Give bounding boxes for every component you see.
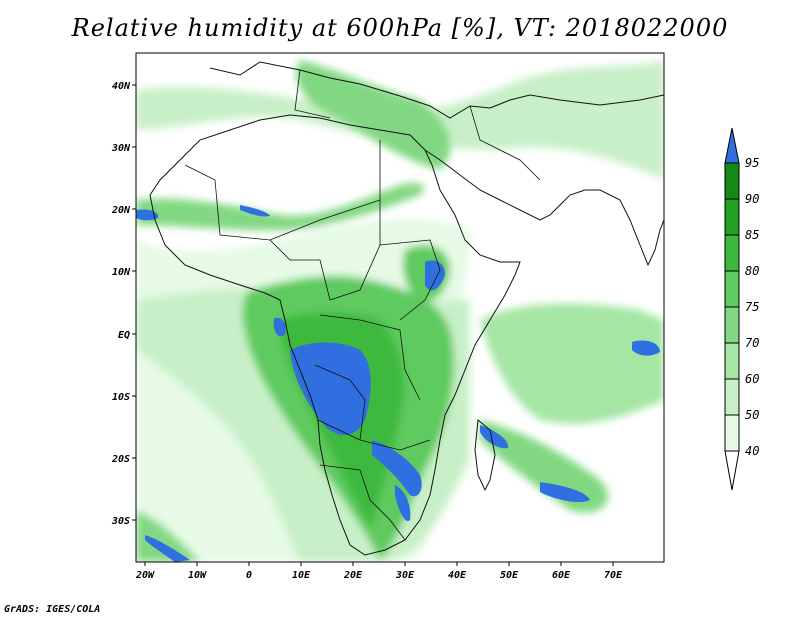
- humidity-field: [136, 53, 664, 562]
- colorbar-bottom-arrow: [724, 450, 740, 491]
- lon-label: 50E: [500, 570, 519, 581]
- lon-label: 30E: [395, 570, 415, 581]
- chart-title: Relative humidity at 600hPa [%], VT: 201…: [71, 14, 729, 42]
- country-borders: [184, 69, 541, 541]
- colorbar-label: 50: [745, 408, 759, 422]
- coastlines: [149, 61, 664, 556]
- colorbar-label: 95: [745, 156, 759, 170]
- lat-label: 30N: [111, 143, 131, 154]
- colorbar-label: 70: [745, 336, 759, 350]
- colorbar-label: 40: [745, 444, 759, 458]
- colorbar-label: 60: [745, 372, 759, 386]
- lat-label: 10N: [112, 267, 131, 278]
- lon-label: 20E: [343, 570, 363, 581]
- lat-label: 40N: [112, 81, 131, 92]
- lon-label: 10E: [292, 570, 311, 581]
- lon-label: 0: [246, 570, 252, 581]
- lat-label: 10S: [112, 392, 130, 403]
- lon-label: 70E: [604, 570, 623, 581]
- lon-label: 10W: [188, 570, 207, 581]
- grads-credit: GrADS: IGES/COLA: [4, 604, 101, 615]
- colorbar-label: 75: [745, 300, 759, 314]
- colorbar-segment: [724, 270, 740, 308]
- colorbar-label: 85: [745, 228, 759, 242]
- map-frame: [135, 52, 665, 563]
- longitude-axis: 20W 10W 0 10E 20E 30E 40E 50E 60E 70E: [135, 562, 623, 581]
- lat-label: 20S: [111, 454, 130, 465]
- colorbar-segment: [724, 306, 740, 344]
- lat-label: 30S: [111, 516, 130, 527]
- lat-label: 20N: [111, 205, 131, 216]
- colorbar-segment: [724, 414, 740, 452]
- lon-label: 40E: [448, 570, 467, 581]
- lon-label: 60E: [552, 570, 571, 581]
- lon-label: 20W: [135, 570, 155, 581]
- colorbar-segment: [724, 234, 740, 272]
- colorbar-segment: [724, 198, 740, 236]
- colorbar-label: 80: [745, 264, 759, 278]
- lat-label: EQ: [118, 330, 130, 341]
- colorbar-label: 90: [745, 192, 759, 206]
- colorbar-segment: [724, 342, 740, 380]
- latitude-axis: 40N 30N 20N 10N EQ 10S 20S 30S: [111, 81, 136, 527]
- colorbar: 95 90 85 80 75 70 60 50 40: [724, 127, 759, 491]
- colorbar-segment: [724, 162, 740, 200]
- colorbar-segment: [724, 378, 740, 416]
- colorbar-top-arrow: [724, 127, 740, 164]
